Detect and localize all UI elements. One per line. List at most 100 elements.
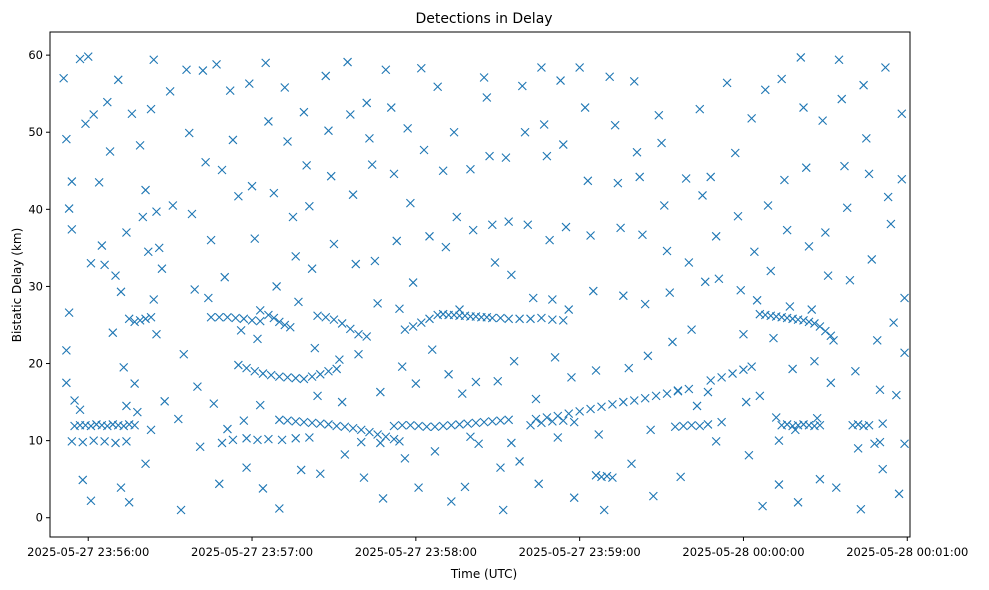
data-point [528,293,538,303]
data-point [206,312,216,322]
data-point [367,160,377,169]
data-point [840,161,849,171]
data-point [414,421,423,431]
data-point [545,235,555,245]
data-point [618,291,628,301]
data-point [878,464,888,474]
data-point [422,422,432,432]
data-point [405,198,415,208]
x-axis: 2025-05-27 23:56:00 2025-05-27 23:57:00 20… [27,537,968,559]
y-tick-label: 20 [28,357,43,371]
plot-area-frame [49,31,911,538]
data-point [179,349,189,359]
data-point [220,272,230,282]
data-point [395,304,404,314]
data-point [891,390,901,400]
data-point [539,120,549,129]
data-point [537,63,546,72]
data-point [496,313,505,323]
data-point [392,236,402,246]
data-point [531,394,541,404]
data-point [706,376,716,385]
data-point [826,331,836,341]
data-point [274,415,284,425]
data-point [479,73,489,82]
data-point [859,80,868,90]
data-point [223,312,232,322]
data-point [638,230,647,240]
chart-title: Detections in Delay [415,11,552,27]
data-point [897,174,907,184]
data-point [460,482,470,492]
data-point [146,104,156,114]
data-point [397,362,407,371]
data-point [550,352,560,362]
data-point [668,337,677,347]
data-point [299,374,309,384]
data-point [676,472,686,482]
data-point [307,418,317,428]
data-point [455,420,464,429]
data-point [662,246,672,256]
data-point [105,147,115,156]
data-point [168,201,178,210]
data-point [714,274,724,284]
data-point [867,255,877,264]
data-point [575,406,585,416]
data-point [646,425,656,435]
data-point [329,315,339,324]
data-point [89,110,99,119]
data-point [640,393,650,403]
data-point [381,65,391,75]
data-point [187,209,197,219]
data-point [733,211,743,221]
data-point [886,219,896,229]
data-point [291,416,301,426]
data-point [266,370,276,380]
data-point [225,86,235,95]
data-point [900,348,909,358]
data-point [400,453,410,463]
data-point [782,225,792,235]
data-point [605,72,615,82]
data-point [408,322,418,331]
data-point [561,222,571,232]
data-point [214,312,224,322]
data-point [504,314,514,324]
data-point [780,175,789,185]
data-point [575,63,585,72]
data-point [217,438,227,448]
data-point [687,325,696,334]
data-point [261,58,271,68]
data-point [558,140,568,149]
data-point [329,239,339,249]
data-point [258,484,268,493]
data-point [302,160,312,170]
data-point [684,384,694,394]
data-point [378,494,388,503]
data-point [659,201,669,210]
data-point [149,295,159,304]
data-point [799,315,808,325]
data-point [373,299,383,308]
data-point [774,436,784,446]
data-point [414,483,423,493]
data-point [629,396,639,405]
data-point [111,271,120,281]
data-point [736,285,746,295]
data-point [258,369,268,378]
data-point [542,151,552,161]
data-point [567,373,576,382]
data-point [558,416,568,425]
data-point [116,483,126,493]
data-point [739,329,748,339]
data-point [706,172,716,182]
data-point [433,82,443,92]
data-point [250,234,260,244]
data-point [673,386,683,395]
data-point [700,277,710,287]
data-point [657,138,666,148]
data-point [820,228,830,237]
data-point [81,119,90,129]
data-point [526,314,535,324]
